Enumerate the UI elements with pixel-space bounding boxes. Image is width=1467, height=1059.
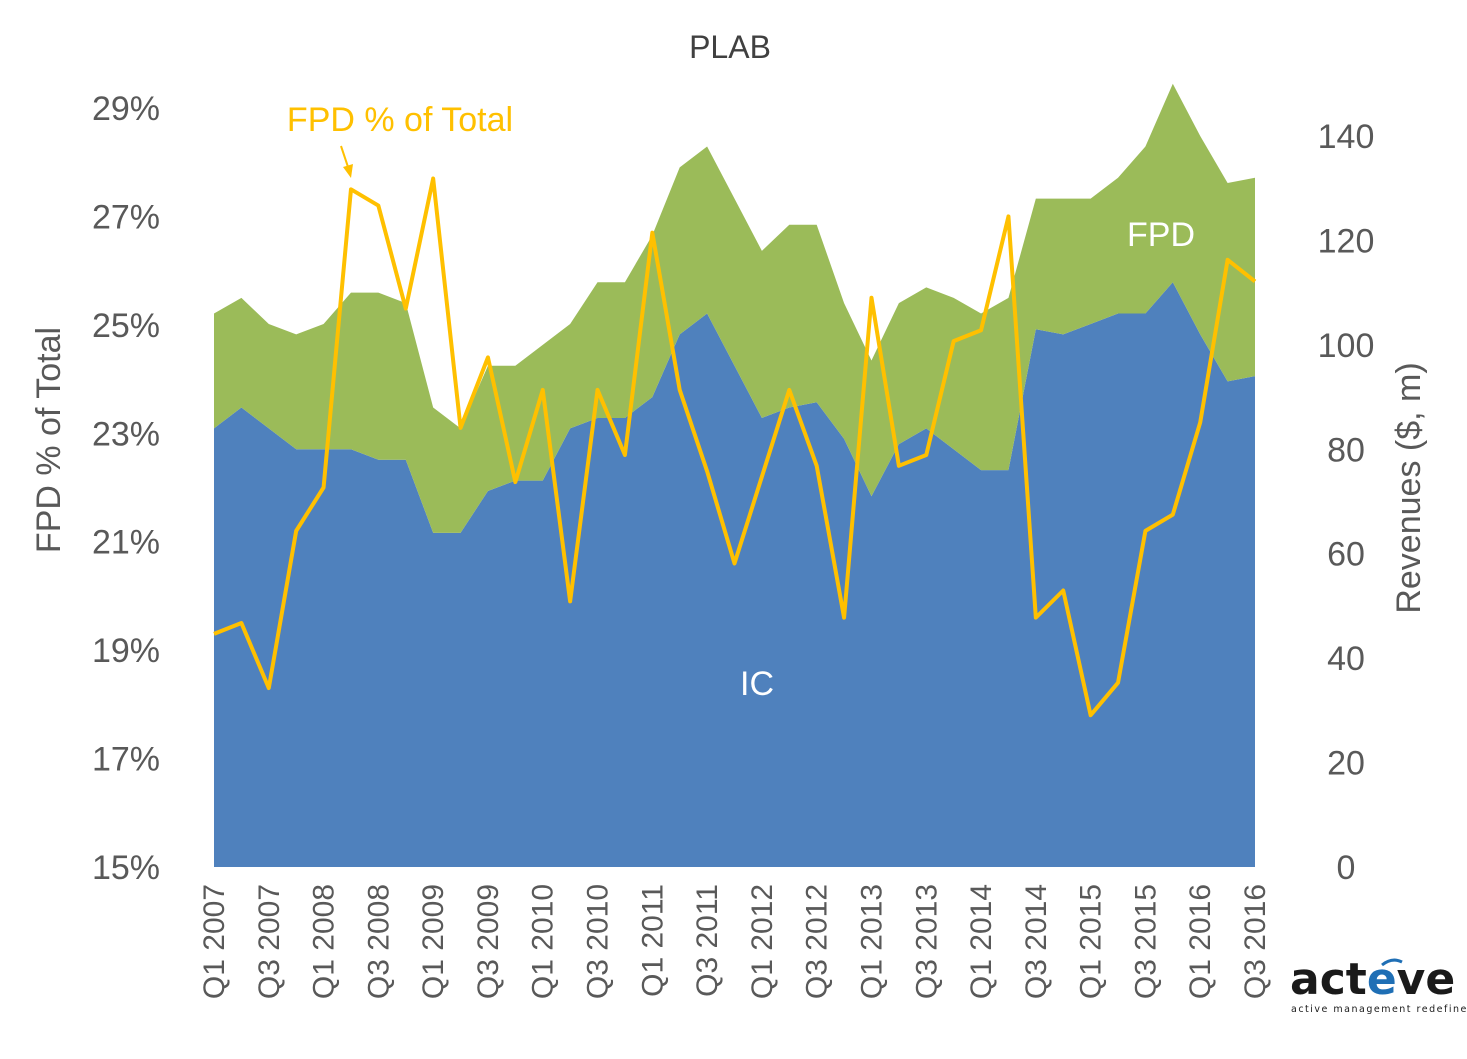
logo-tagline: active management redefined. bbox=[1291, 1004, 1467, 1015]
y-right-tick-label: 20 bbox=[1327, 745, 1365, 783]
y-right-tick-label: 40 bbox=[1327, 640, 1365, 678]
x-tick-label: Q1 2007 bbox=[198, 884, 231, 999]
y-right-tick-label: 120 bbox=[1318, 222, 1375, 260]
fpd-area bbox=[214, 83, 1255, 533]
x-tick-label: Q1 2010 bbox=[527, 884, 560, 999]
y-right-tick-label: 0 bbox=[1337, 849, 1356, 887]
x-tick-label: Q1 2014 bbox=[965, 884, 998, 999]
y-right-tick-label: 140 bbox=[1318, 118, 1375, 156]
y-axis-left-title: FPD % of Total bbox=[30, 327, 68, 553]
left-axis-ticks: 15% 17% 19% 21% 23% 25% 27% 29% bbox=[92, 90, 160, 887]
x-tick-label: Q1 2011 bbox=[636, 884, 669, 997]
x-tick-label: Q1 2015 bbox=[1075, 884, 1108, 999]
y-axis-right-title: Revenues ($, m) bbox=[1390, 362, 1428, 613]
x-tick-label: Q3 2015 bbox=[1129, 884, 1162, 999]
x-tick-label: Q1 2008 bbox=[308, 884, 341, 999]
line-series-label: FPD % of Total bbox=[287, 101, 513, 139]
x-tick-label: Q1 2013 bbox=[855, 884, 888, 999]
y-left-tick-label: 17% bbox=[92, 741, 160, 779]
x-tick-label: Q3 2014 bbox=[1020, 884, 1053, 999]
x-tick-label: Q3 2010 bbox=[582, 884, 615, 999]
x-tick-label: Q3 2007 bbox=[253, 884, 286, 999]
y-left-tick-label: 23% bbox=[92, 415, 160, 453]
x-tick-label: Q3 2011 bbox=[691, 884, 724, 997]
x-tick-label: Q1 2016 bbox=[1184, 884, 1217, 999]
x-tick-label: Q3 2008 bbox=[362, 884, 395, 999]
x-tick-label: Q1 2012 bbox=[746, 884, 779, 999]
y-right-tick-label: 60 bbox=[1327, 536, 1365, 574]
x-tick-label: Q3 2013 bbox=[910, 884, 943, 999]
ic-area bbox=[214, 282, 1255, 867]
y-left-tick-label: 27% bbox=[92, 198, 160, 236]
y-right-tick-label: 80 bbox=[1327, 431, 1365, 469]
x-tick-label: Q3 2009 bbox=[472, 884, 505, 999]
annotation-arrow-head bbox=[343, 164, 353, 178]
x-tick-label: Q3 2016 bbox=[1239, 884, 1272, 999]
y-right-tick-label: 100 bbox=[1318, 327, 1375, 365]
x-axis-ticks: Q1 2007 Q3 2007 Q1 2008 Q3 2008 Q1 2009 Q3 20… bbox=[198, 884, 1272, 999]
right-axis-ticks: 0 20 40 60 80 100 120 140 bbox=[1318, 118, 1375, 887]
y-left-tick-label: 29% bbox=[92, 90, 160, 128]
x-tick-label: Q1 2009 bbox=[417, 884, 450, 999]
y-left-tick-label: 21% bbox=[92, 524, 160, 562]
x-tick-label: Q3 2012 bbox=[801, 884, 834, 999]
y-left-tick-label: 15% bbox=[92, 849, 160, 887]
logo-wordmark: acteve bbox=[1290, 954, 1455, 1005]
fpd-percent-line bbox=[213, 176, 1257, 718]
acteve-logo: acteve active management redefined. bbox=[1290, 954, 1467, 1015]
plot-area bbox=[213, 83, 1257, 867]
ic-area-label: IC bbox=[740, 665, 774, 703]
y-left-tick-label: 25% bbox=[92, 307, 160, 345]
chart-title: PLAB bbox=[689, 29, 771, 65]
fpd-area-label: FPD bbox=[1127, 216, 1195, 254]
logo-swoosh-icon bbox=[1381, 958, 1403, 967]
y-left-tick-label: 19% bbox=[92, 632, 160, 670]
